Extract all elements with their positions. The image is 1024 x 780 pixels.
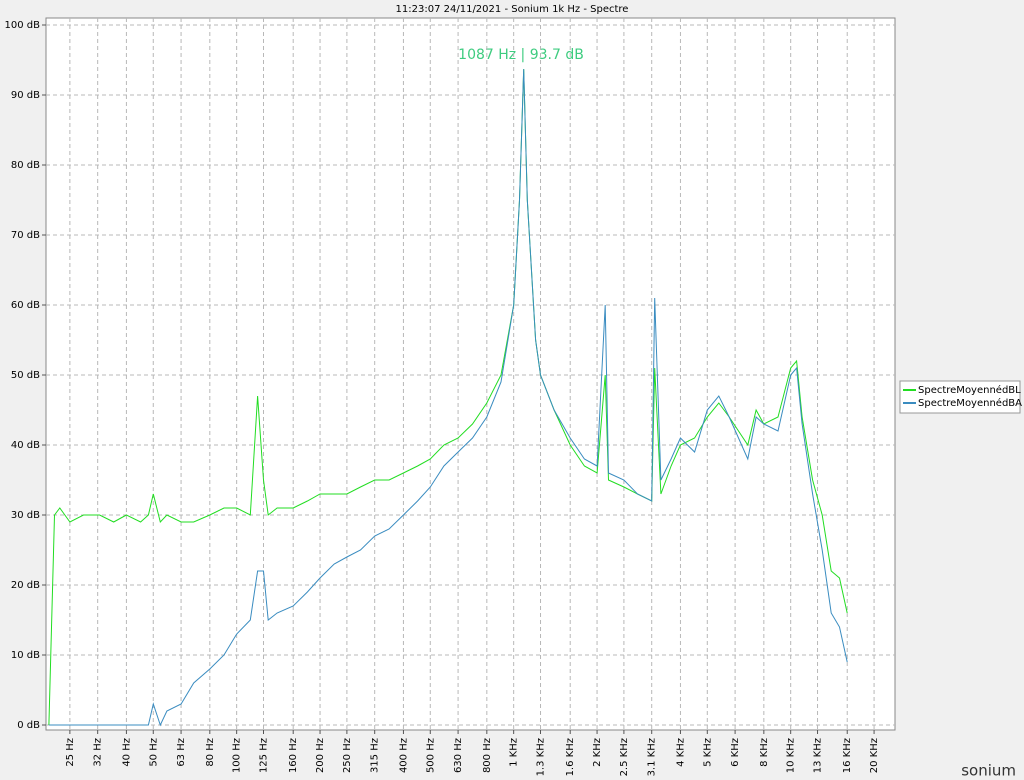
x-tick-label: 2 KHz — [592, 738, 603, 767]
x-tick-label: 315 Hz — [370, 738, 381, 773]
x-tick-label: 160 Hz — [288, 738, 299, 773]
legend-label: SpectreMoyennédBA — [918, 397, 1022, 409]
legend-box — [899, 380, 1021, 414]
x-tick-label: 20 KHz — [869, 738, 880, 773]
x-tick-label: 6 KHz — [730, 738, 741, 767]
y-tick-label: 70 dB — [11, 230, 40, 241]
y-tick-label: 50 dB — [11, 370, 40, 381]
x-tick-label: 100 Hz — [232, 738, 243, 773]
x-tick-label: 16 KHz — [842, 738, 853, 773]
x-tick-label: 80 Hz — [205, 738, 216, 767]
x-tick-label: 8 KHz — [759, 738, 770, 767]
x-tick-label: 500 Hz — [425, 738, 436, 773]
x-tick-label: 40 Hz — [121, 738, 132, 767]
x-tick-label: 13 KHz — [813, 738, 824, 773]
x-tick-label: 800 Hz — [482, 738, 493, 773]
watermark: sonium — [961, 762, 1016, 780]
x-tick-label: 32 Hz — [93, 738, 104, 767]
y-tick-label: 40 dB — [11, 440, 40, 451]
x-tick-label: 250 Hz — [342, 738, 353, 773]
plot-area — [45, 17, 896, 731]
y-tick-label: 60 dB — [11, 300, 40, 311]
x-tick-label: 1.3 KHz — [536, 738, 547, 776]
x-tick-label: 25 Hz — [65, 738, 76, 767]
y-tick-label: 100 dB — [5, 20, 41, 31]
x-tick-label: 3.1 KHz — [647, 738, 658, 776]
x-tick-label: 200 Hz — [315, 738, 326, 773]
y-tick-label: 80 dB — [11, 160, 40, 171]
peak-annotation: 1087 Hz | 93.7 dB — [458, 47, 584, 63]
x-tick-label: 50 Hz — [148, 738, 159, 767]
x-tick-label: 63 Hz — [176, 738, 187, 767]
y-tick-label: 0 dB — [17, 720, 40, 731]
chart-title: 11:23:07 24/11/2021 - Sonium 1k Hz - Spe… — [396, 4, 629, 15]
y-tick-label: 90 dB — [11, 90, 40, 101]
y-tick-label: 10 dB — [11, 650, 40, 661]
x-tick-label: 400 Hz — [398, 738, 409, 773]
x-tick-label: 1.6 KHz — [565, 738, 576, 776]
x-tick-label: 630 Hz — [453, 738, 464, 773]
y-tick-label: 20 dB — [11, 580, 40, 591]
y-tick-label: 30 dB — [11, 510, 40, 521]
x-tick-label: 125 Hz — [258, 738, 269, 773]
legend-label: SpectreMoyennédBL — [918, 384, 1021, 396]
x-tick-label: 10 KHz — [786, 738, 797, 773]
series-line — [48, 69, 848, 726]
x-tick-label: 4 KHz — [675, 738, 686, 767]
series-line — [48, 69, 848, 727]
x-tick-label: 5 KHz — [702, 738, 713, 767]
x-tick-label: 2.5 KHz — [619, 738, 630, 776]
x-tick-label: 1 KHz — [509, 738, 520, 767]
